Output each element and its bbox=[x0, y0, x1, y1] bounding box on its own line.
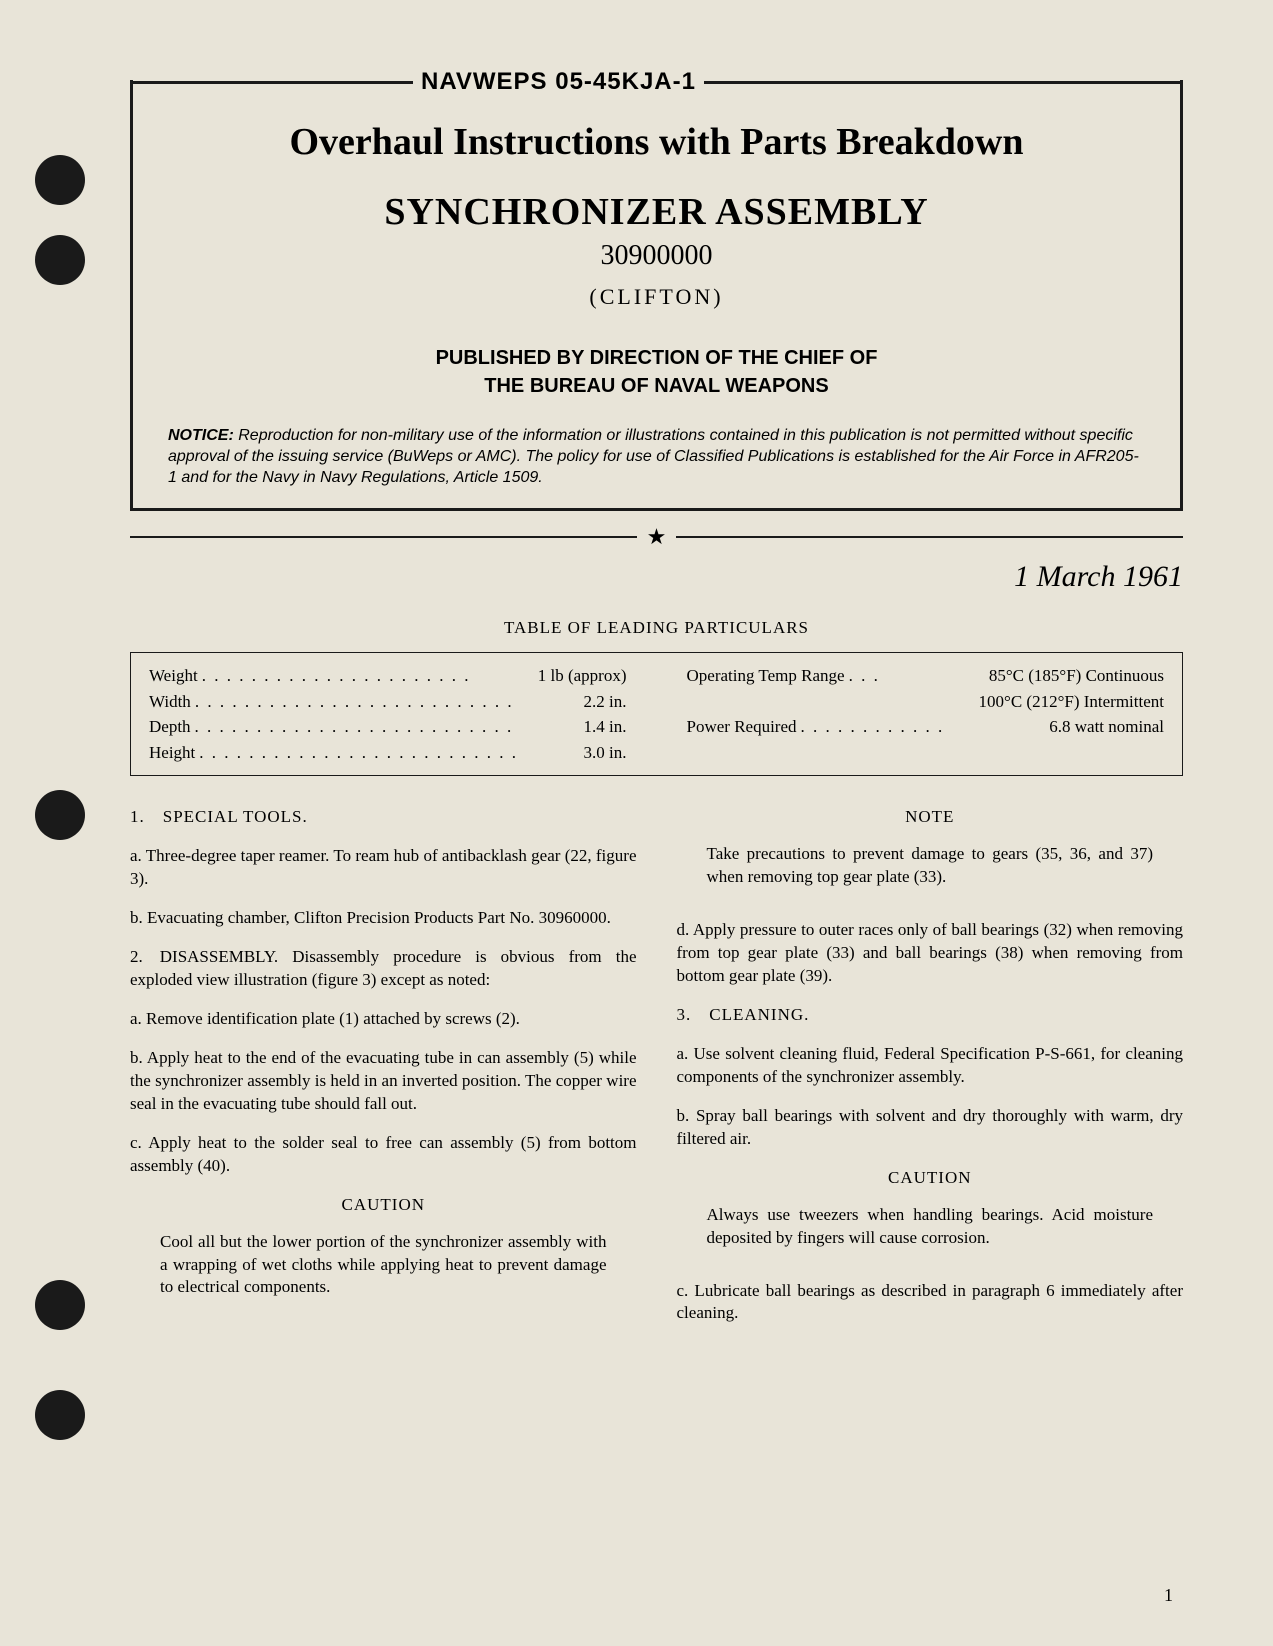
body-columns: 1. SPECIAL TOOLS. a. Three-degree taper … bbox=[130, 806, 1183, 1341]
particulars-label: Width bbox=[149, 689, 191, 715]
publication-code: NAVWEPS 05-45KJA-1 bbox=[413, 68, 704, 96]
particulars-value: 3.0 in. bbox=[584, 740, 627, 766]
punch-hole bbox=[35, 155, 85, 205]
leader-dots: . . . bbox=[845, 663, 989, 689]
section-2-b: b. Apply heat to the end of the evacuati… bbox=[130, 1047, 637, 1116]
publisher-line1: PUBLISHED BY DIRECTION OF THE CHIEF OF bbox=[436, 347, 878, 369]
leader-dots: . . . . . . . . . . . . . . . . . . . . … bbox=[191, 689, 584, 715]
star-rule: ★ bbox=[130, 524, 1183, 550]
section-3-b: b. Spray ball bearings with solvent and … bbox=[677, 1105, 1184, 1151]
particulars-value: 2.2 in. bbox=[584, 689, 627, 715]
section-2-a: a. Remove identification plate (1) attac… bbox=[130, 1008, 637, 1031]
particulars-row: 100°C (212°F) Intermittent bbox=[687, 689, 1165, 715]
publication-date: 1 March 1961 bbox=[130, 560, 1183, 594]
particulars-row: Operating Temp Range . . . 85°C (185°F) … bbox=[687, 663, 1165, 689]
publication-code-rule: NAVWEPS 05-45KJA-1 bbox=[133, 68, 1180, 96]
section-1-b: b. Evacuating chamber, Clifton Precision… bbox=[130, 907, 637, 930]
particulars-title: TABLE OF LEADING PARTICULARS bbox=[130, 618, 1183, 638]
section-2-head: 2. DISASSEMBLY. Disassembly procedure is… bbox=[130, 946, 637, 992]
section-1-a: a. Three-degree taper reamer. To ream hu… bbox=[130, 845, 637, 891]
title-main: Overhaul Instructions with Parts Breakdo… bbox=[168, 120, 1145, 164]
notice-text: Reproduction for non-military use of the… bbox=[168, 427, 1139, 486]
note-title: NOTE bbox=[677, 806, 1184, 829]
particulars-row: Power Required . . . . . . . . . . . . 6… bbox=[687, 714, 1165, 740]
caution-body: Cool all but the lower portion of the sy… bbox=[130, 1231, 637, 1300]
section-2-c: c. Apply heat to the solder seal to free… bbox=[130, 1132, 637, 1178]
particulars-row: Depth . . . . . . . . . . . . . . . . . … bbox=[149, 714, 627, 740]
particulars-value: 1.4 in. bbox=[584, 714, 627, 740]
publisher-line2: THE BUREAU OF NAVAL WEAPONS bbox=[484, 375, 828, 397]
particulars-row: Width . . . . . . . . . . . . . . . . . … bbox=[149, 689, 627, 715]
caution-title: CAUTION bbox=[677, 1167, 1184, 1190]
publisher-statement: PUBLISHED BY DIRECTION OF THE CHIEF OF T… bbox=[168, 344, 1145, 400]
particulars-label: Operating Temp Range bbox=[687, 663, 845, 689]
section-3-c: c. Lubricate ball bearings as described … bbox=[677, 1280, 1184, 1326]
caution-title: CAUTION bbox=[130, 1194, 637, 1217]
reproduction-notice: NOTICE: Reproduction for non-military us… bbox=[168, 426, 1145, 488]
particulars-value: 1 lb (approx) bbox=[538, 663, 627, 689]
particulars-label: Power Required bbox=[687, 714, 797, 740]
title-assembly: SYNCHRONIZER ASSEMBLY bbox=[168, 190, 1145, 234]
section-2-d: d. Apply pressure to outer races only of… bbox=[677, 919, 1184, 988]
body-right-column: NOTE Take precautions to prevent damage … bbox=[677, 806, 1184, 1341]
particulars-row: Height . . . . . . . . . . . . . . . . .… bbox=[149, 740, 627, 766]
leader-dots: . . . . . . . . . . . . . . . . . . . . … bbox=[198, 663, 538, 689]
leader-dots: . . . . . . . . . . . . . . . . . . . . … bbox=[191, 714, 584, 740]
particulars-table: Weight . . . . . . . . . . . . . . . . .… bbox=[130, 652, 1183, 776]
punch-hole bbox=[35, 1390, 85, 1440]
particulars-label: Weight bbox=[149, 663, 198, 689]
particulars-left-col: Weight . . . . . . . . . . . . . . . . .… bbox=[149, 663, 627, 765]
note-body: Take precautions to prevent damage to ge… bbox=[677, 843, 1184, 889]
caution-body: Always use tweezers when handling bearin… bbox=[677, 1204, 1184, 1250]
manufacturer: (CLIFTON) bbox=[168, 284, 1145, 310]
body-left-column: 1. SPECIAL TOOLS. a. Three-degree taper … bbox=[130, 806, 637, 1341]
page-number: 1 bbox=[1164, 1585, 1173, 1606]
particulars-value: 85°C (185°F) Continuous bbox=[989, 663, 1164, 689]
header-box: NAVWEPS 05-45KJA-1 Overhaul Instructions… bbox=[130, 80, 1183, 511]
particulars-value: 100°C (212°F) Intermittent bbox=[979, 689, 1164, 715]
particulars-row: Weight . . . . . . . . . . . . . . . . .… bbox=[149, 663, 627, 689]
punch-hole bbox=[35, 790, 85, 840]
leader-dots: . . . . . . . . . . . . . . . . . . . . … bbox=[195, 740, 583, 766]
punch-hole bbox=[35, 235, 85, 285]
section-3-a: a. Use solvent cleaning fluid, Federal S… bbox=[677, 1043, 1184, 1089]
particulars-label: Depth bbox=[149, 714, 191, 740]
part-number: 30900000 bbox=[168, 240, 1145, 272]
notice-label: NOTICE: bbox=[168, 427, 234, 444]
particulars-right-col: Operating Temp Range . . . 85°C (185°F) … bbox=[687, 663, 1165, 765]
star-icon: ★ bbox=[637, 524, 677, 550]
particulars-label: Height bbox=[149, 740, 195, 766]
particulars-value: 6.8 watt nominal bbox=[1049, 714, 1164, 740]
punch-hole bbox=[35, 1280, 85, 1330]
section-3-head: 3. CLEANING. bbox=[677, 1004, 1184, 1027]
section-1-head: 1. SPECIAL TOOLS. bbox=[130, 806, 637, 829]
leader-dots: . . . . . . . . . . . . bbox=[797, 714, 1050, 740]
